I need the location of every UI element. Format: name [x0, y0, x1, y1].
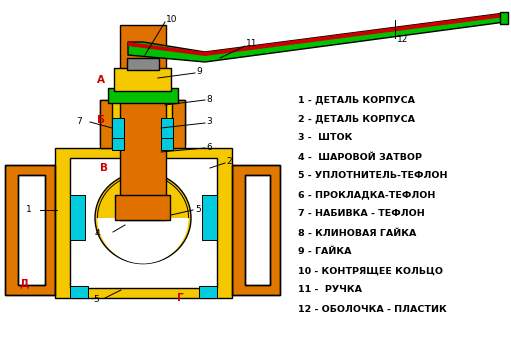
Text: 5: 5 — [93, 296, 99, 305]
Ellipse shape — [95, 173, 191, 264]
Text: 10 - КОНТРЯЩЕЕ КОЛЬЦО: 10 - КОНТРЯЩЕЕ КОЛЬЦО — [298, 267, 443, 276]
Polygon shape — [245, 175, 270, 285]
Bar — [120, 25, 166, 220]
Bar — [500, 12, 508, 24]
Bar — [112, 138, 124, 150]
Bar — [199, 286, 217, 298]
Text: 11 -  РУЧКА: 11 - РУЧКА — [298, 285, 362, 295]
Bar — [115, 195, 170, 220]
Polygon shape — [128, 13, 505, 56]
Text: 6: 6 — [206, 143, 212, 152]
Text: 10: 10 — [166, 16, 177, 25]
Bar — [232, 165, 280, 295]
Text: 7 - НАБИВКА - ТЕФЛОН: 7 - НАБИВКА - ТЕФЛОН — [298, 210, 425, 218]
Text: 12: 12 — [397, 35, 408, 44]
Text: 5 - УПЛОТНИТЕЛЬ-ТЕФЛОН: 5 - УПЛОТНИТЕЛЬ-ТЕФЛОН — [298, 172, 448, 181]
Bar — [70, 195, 85, 240]
Text: 9 - ГАЙКА: 9 - ГАЙКА — [298, 247, 352, 256]
Text: 11: 11 — [246, 39, 258, 49]
Bar — [245, 175, 270, 285]
Polygon shape — [5, 165, 55, 295]
Text: 1 - ДЕТАЛЬ КОРПУСА: 1 - ДЕТАЛЬ КОРПУСА — [298, 95, 415, 104]
Text: 4 -  ШАРОВОЙ ЗАТВОР: 4 - ШАРОВОЙ ЗАТВОР — [298, 153, 422, 161]
Text: В: В — [100, 163, 108, 173]
Text: 8: 8 — [206, 94, 212, 103]
Bar — [70, 158, 217, 288]
Bar — [161, 138, 173, 150]
Text: 6 - ПРОКЛАДКА-ТЕФЛОН: 6 - ПРОКЛАДКА-ТЕФЛОН — [298, 190, 435, 200]
Bar — [55, 148, 232, 298]
Wedge shape — [98, 218, 189, 264]
Text: Д: Д — [19, 278, 29, 288]
Polygon shape — [18, 175, 45, 285]
Bar — [114, 68, 171, 91]
Bar — [18, 175, 45, 285]
Polygon shape — [128, 13, 505, 62]
Text: 8 - КЛИНОВАЯ ГАЙКА: 8 - КЛИНОВАЯ ГАЙКА — [298, 228, 416, 238]
Text: Г: Г — [177, 293, 183, 303]
Text: 3: 3 — [206, 117, 212, 125]
Bar — [112, 118, 124, 140]
Bar — [70, 286, 88, 298]
Bar — [5, 165, 55, 295]
Polygon shape — [232, 165, 280, 295]
Polygon shape — [100, 100, 112, 148]
Text: 7: 7 — [76, 117, 82, 125]
Text: 12 - ОБОЛОЧКА - ПЛАСТИК: 12 - ОБОЛОЧКА - ПЛАСТИК — [298, 305, 447, 313]
Text: 2 - ДЕТАЛЬ КОРПУСА: 2 - ДЕТАЛЬ КОРПУСА — [298, 115, 415, 123]
Text: А: А — [97, 75, 105, 85]
Bar — [161, 118, 173, 140]
Bar — [108, 88, 178, 103]
Text: 2: 2 — [226, 157, 231, 166]
Text: 4: 4 — [95, 228, 101, 238]
Text: 9: 9 — [196, 67, 202, 76]
Bar — [127, 58, 159, 70]
Text: 5: 5 — [195, 205, 201, 214]
Bar — [100, 100, 185, 145]
Polygon shape — [172, 100, 185, 148]
Text: 3 -  ШТОК: 3 - ШТОК — [298, 133, 353, 143]
Text: Б: Б — [97, 115, 105, 125]
Text: 1: 1 — [26, 206, 32, 214]
Bar — [202, 195, 217, 240]
